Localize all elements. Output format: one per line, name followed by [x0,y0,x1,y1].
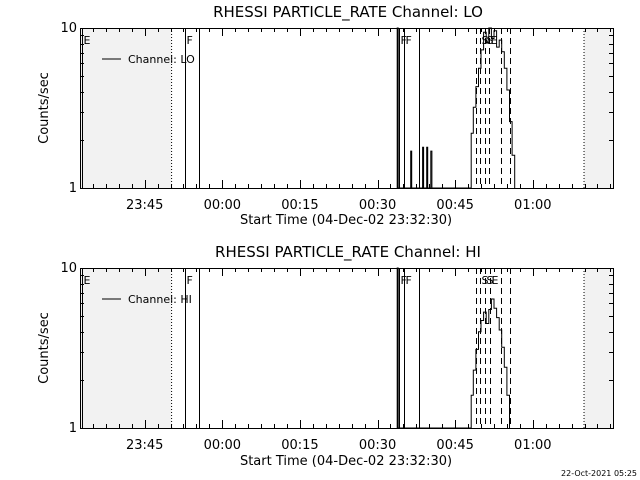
series-line [396,27,516,189]
y-axis-label: Counts/sec [37,72,52,144]
x-tick-label: 00:15 [281,438,318,453]
shaded-region [584,268,613,428]
event-marker-label: E [492,274,499,287]
x-axis-label: Start Time (04-Dec-02 23:32:30) [240,213,452,228]
x-tick-label: 00:30 [359,198,396,213]
shaded-region [80,268,172,428]
y-tick-label: 1 [69,181,77,196]
event-marker-label: F [406,274,412,287]
y-tick-label: 10 [60,21,77,36]
legend: Channel: HI [102,293,192,306]
x-tick-label: 00:30 [359,438,396,453]
x-tick-label: 00:00 [204,198,241,213]
hi-channel-panel: E F FF SSE 23:45 00:00 00:15 00:30 00:45 01:00 1… [37,243,614,469]
event-marker-label: F [406,34,412,47]
event-marker-label: F [187,34,193,47]
event-marker-label: F [401,34,407,47]
plot-frame [80,28,614,189]
event-marker-label: E [491,34,498,47]
x-tick-label: 23:45 [126,198,163,213]
chart-title: RHESSI PARTICLE_RATE Channel: LO [213,3,483,22]
x-tick-label: 01:00 [514,438,551,453]
event-marker-label: E [84,34,91,47]
x-tick-label: 00:45 [436,438,473,453]
x-axis-label: Start Time (04-Dec-02 23:32:30) [240,454,452,469]
x-tick-label: 01:00 [514,198,551,213]
legend-entry: Channel: LO [128,53,195,66]
generation-timestamp: 22-Oct-2021 05:25 [561,469,637,478]
event-marker-label: E [84,274,91,287]
series-line [396,267,510,429]
y-tick-label: 1 [69,421,77,436]
x-tick-label: 00:00 [204,438,241,453]
y-tick-label: 10 [60,261,77,276]
x-tick-label: 00:45 [436,198,473,213]
chart-title: RHESSI PARTICLE_RATE Channel: HI [215,243,481,262]
y-axis-label: Counts/sec [37,312,52,384]
legend: Channel: LO [102,53,195,66]
event-marker-label: F [187,274,193,287]
x-tick-label: 23:45 [126,438,163,453]
plot-frame [80,268,614,429]
shaded-region [584,28,613,188]
x-tick-label: 00:15 [281,198,318,213]
shaded-region [80,28,172,188]
event-marker-label: F [401,274,407,287]
legend-entry: Channel: HI [128,293,192,306]
